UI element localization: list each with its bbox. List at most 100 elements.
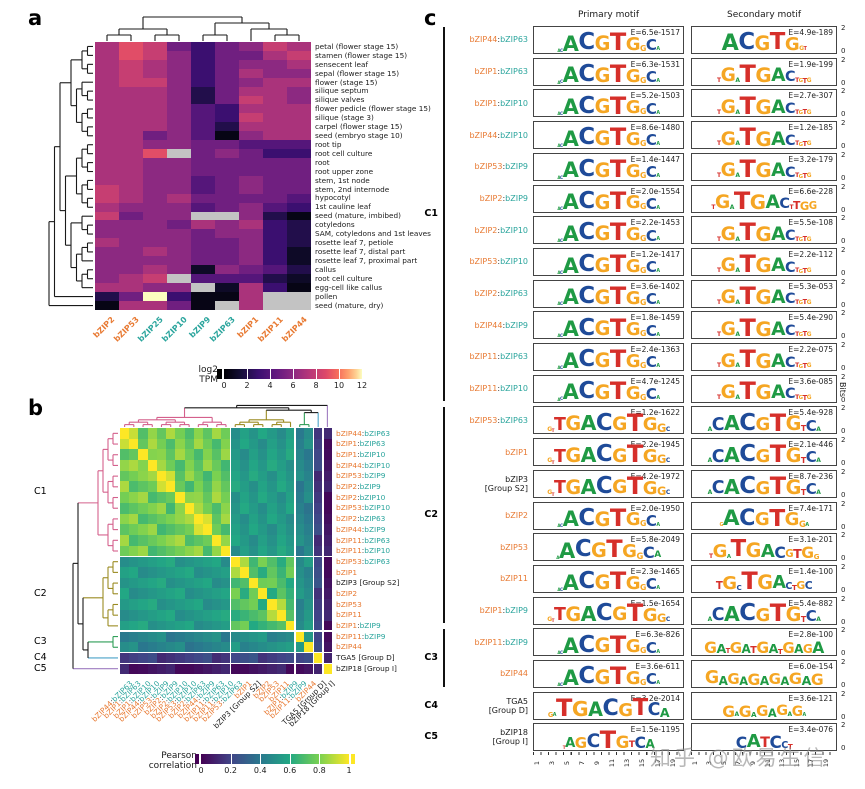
a-heatmap-cell xyxy=(287,68,311,78)
b-heatmap-cell xyxy=(212,652,222,664)
gene-name: bZIP11 xyxy=(336,546,362,556)
logo-letter-G: G xyxy=(722,572,737,591)
b-heatmap-cell xyxy=(258,470,268,482)
b-heatmap-cell xyxy=(129,428,139,439)
b-heatmap-cell xyxy=(258,577,268,589)
panel-a-colorbar xyxy=(224,369,362,379)
logo-letter-G: G xyxy=(612,604,627,623)
b-heatmap-cell xyxy=(230,438,241,450)
a-colorbar-tick: 2 xyxy=(244,381,250,390)
b-heatmap-cell xyxy=(276,663,287,675)
b-heatmap-cell xyxy=(304,588,314,600)
logo-letter-T: T xyxy=(626,409,643,433)
c-bits-tick-0: 0 xyxy=(841,617,846,626)
gene-name: bZIP18 xyxy=(336,663,362,673)
pair-colon: : xyxy=(502,606,506,615)
a-heatmap-cell xyxy=(287,95,311,105)
logo-letter-C: C xyxy=(645,321,657,338)
pair-colon: : xyxy=(357,514,360,524)
b-heatmap-cell xyxy=(129,641,139,653)
a-row-label: callus xyxy=(315,265,431,274)
b-heatmap-cell xyxy=(285,567,296,579)
a-heatmap-cell xyxy=(191,86,215,96)
c-secondary-motif-box: E=3.6e-085 T G A T G A C T G T G xyxy=(691,374,837,403)
logo-letter-A: A xyxy=(724,601,740,623)
a-heatmap-cell xyxy=(263,42,287,51)
pair-colon: : xyxy=(357,492,360,502)
a-heatmap-cell xyxy=(95,175,119,185)
a-row-label-text: petal (flower stage 15) xyxy=(315,41,399,51)
b-row-label: bZIP11:bZIP9 xyxy=(336,631,399,642)
c-pair-label-line1: bZIP18 xyxy=(500,728,528,737)
b-row-label-text: bZIP11 xyxy=(336,611,362,618)
a-heatmap-cell xyxy=(263,256,287,266)
c-pair-label-line1: bZIP11:bZIP63 xyxy=(469,352,528,361)
b-heatmap-cell xyxy=(304,567,314,579)
a-heatmap-cell xyxy=(239,291,263,301)
a-heatmap-cell xyxy=(191,300,215,310)
gene-name: bZIP9 xyxy=(364,524,386,534)
logo-letter-A: A xyxy=(735,298,740,306)
logo-letter-T: T xyxy=(739,282,756,306)
b-heatmap-cell xyxy=(258,599,268,611)
logo-letter-T: T xyxy=(556,694,572,718)
a-heatmap-cell xyxy=(263,291,287,301)
b-heatmap-cell xyxy=(193,438,204,450)
b-heatmap-cell xyxy=(129,588,139,600)
panel-a-legend-title: log2 TPM xyxy=(178,365,218,386)
b-row-label: bZIP11:bZIP63 xyxy=(336,535,399,546)
gene-name: bZIP53 xyxy=(336,556,362,566)
a-row-label: seed (embryo stage 10) xyxy=(315,131,431,140)
c-secondary-motif-box: E=7.4e-171 G A C G T G G A xyxy=(691,501,837,530)
b-heatmap-cell xyxy=(147,513,158,525)
c-evalue: E=2.2e-112 xyxy=(788,249,833,259)
c-pair-label-line1: bZIP1:bZIP9 xyxy=(480,606,528,615)
logo-letter-A: A xyxy=(562,665,579,686)
a-row-label-text: stamen (flower stage 15) xyxy=(315,50,408,60)
c-bits-tick-0: 0 xyxy=(841,522,846,531)
c-secondary-motif-box: E=5.4e-928 A C A C G T G T C A xyxy=(691,406,837,435)
logo-letter-A: A xyxy=(557,586,560,591)
b-heatmap-cell xyxy=(147,438,158,450)
b-heatmap-cell xyxy=(267,428,277,439)
logo-letter-C: C xyxy=(559,650,563,655)
gene-name: bZIP10 xyxy=(364,460,391,470)
gene-name: bZIP9 xyxy=(505,320,528,330)
logo-letter-G: G xyxy=(785,412,802,433)
c-evalue: E=5.8e-2049 xyxy=(630,535,680,545)
logo-letter-G: G xyxy=(806,140,812,148)
c-pair-label: bZIP1:bZIP10 xyxy=(450,89,528,117)
logo-letter-T: T xyxy=(802,139,808,148)
logo-letter-A: A xyxy=(735,330,740,338)
b-heatmap-cell xyxy=(129,652,139,664)
c-bits-tick-2: 2 xyxy=(841,24,846,32)
a-heatmap-cell xyxy=(191,175,215,185)
c-pair-label: bZIP1 xyxy=(450,438,528,466)
logo-letter-T: T xyxy=(739,124,756,148)
a-heatmap-cell xyxy=(263,175,287,185)
b-heatmap-cell xyxy=(156,502,167,514)
b-heatmap-cell xyxy=(295,609,305,621)
logo-letter-C: C xyxy=(645,163,657,179)
b-heatmap-cell xyxy=(276,577,287,589)
logo-letter-G: G xyxy=(625,350,641,369)
a-heatmap-cell xyxy=(95,149,119,158)
logo-letter-C: C xyxy=(785,132,796,148)
b-row-label-text: bZIP1 xyxy=(336,568,357,576)
logo-letter-C: C xyxy=(805,480,817,496)
b-heatmap-cell xyxy=(175,588,185,600)
a-heatmap-cell xyxy=(119,77,143,87)
logo-letter-G: G xyxy=(810,670,824,686)
a-heatmap-cell xyxy=(95,122,119,132)
a-heatmap-cell xyxy=(263,211,287,221)
logo-letter-G: G xyxy=(594,349,611,369)
b-heatmap-cell xyxy=(239,567,250,579)
b-heatmap-cell xyxy=(193,545,204,557)
c-secondary-motif-box: E=5.5e-108 T G A T G A C T G T G xyxy=(691,216,837,245)
a-colorbar-tick: 6 xyxy=(290,381,296,390)
b-heatmap-cell xyxy=(166,620,176,632)
pair-colon: : xyxy=(361,471,365,481)
a-heatmap-cell xyxy=(191,68,215,78)
